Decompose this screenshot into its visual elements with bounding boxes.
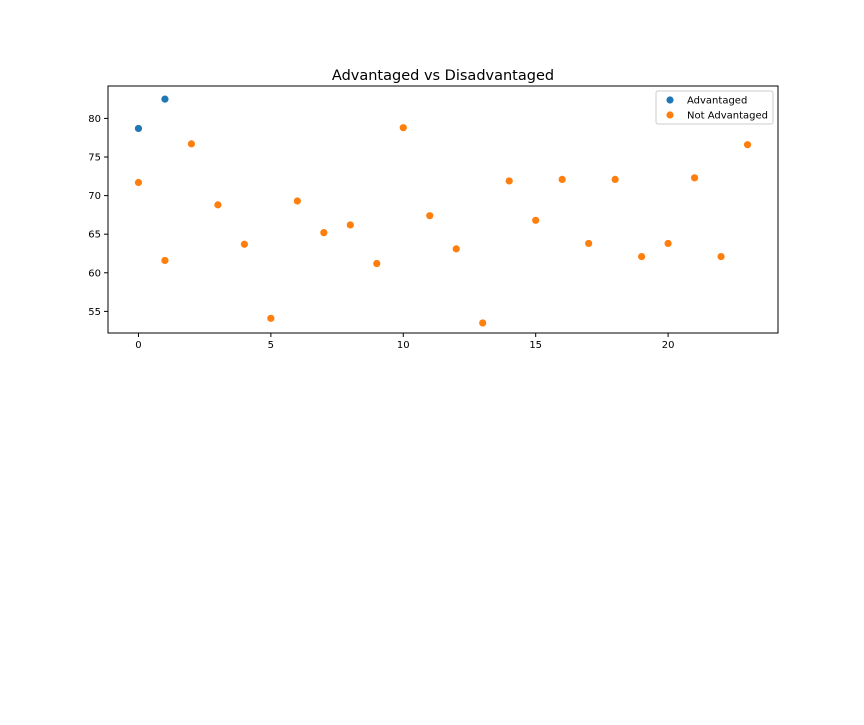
not-advantaged-point bbox=[267, 314, 275, 322]
not-advantaged-point bbox=[373, 259, 381, 268]
not-advantaged-point bbox=[161, 256, 169, 265]
y-tick-label: 75 bbox=[88, 153, 101, 164]
not-advantaged-point bbox=[452, 245, 460, 253]
not-advantaged-point bbox=[743, 141, 752, 149]
not-advantaged-point bbox=[690, 174, 699, 182]
y-tick-label: 55 bbox=[88, 307, 101, 318]
y-tick-label: 60 bbox=[88, 268, 101, 279]
not-advantaged-point bbox=[399, 124, 407, 132]
legend-label-not-advantaged: Not Advantaged bbox=[687, 111, 768, 122]
legend-marker-advantaged bbox=[666, 96, 674, 104]
not-advantaged-point bbox=[532, 216, 540, 224]
x-tick-label: 20 bbox=[662, 340, 675, 351]
advantaged-point bbox=[161, 95, 169, 103]
legend-marker-not-advantaged bbox=[666, 111, 674, 119]
not-advantaged-point bbox=[505, 177, 513, 185]
x-tick-label: 0 bbox=[135, 340, 141, 351]
x-tick-label: 10 bbox=[397, 340, 410, 351]
not-advantaged-point bbox=[214, 201, 222, 209]
not-advantaged-point bbox=[134, 178, 143, 187]
legend: Advantaged Not Advantaged bbox=[655, 90, 774, 125]
not-advantaged-point bbox=[240, 240, 248, 248]
y-tick-label: 65 bbox=[88, 230, 101, 241]
plot-area-frame bbox=[107, 85, 779, 334]
chart-title: Advantaged vs Disadvantaged bbox=[332, 68, 554, 84]
x-tick-label: 5 bbox=[268, 340, 274, 351]
not-advantaged-point bbox=[187, 140, 196, 148]
not-advantaged-point bbox=[479, 319, 487, 327]
not-advantaged-point bbox=[320, 229, 328, 237]
data-points bbox=[134, 95, 752, 327]
y-tick-label: 70 bbox=[88, 191, 101, 202]
not-advantaged-point bbox=[346, 221, 354, 229]
legend-label-advantaged: Advantaged bbox=[687, 96, 747, 107]
not-advantaged-point bbox=[611, 175, 619, 183]
not-advantaged-point bbox=[585, 239, 593, 248]
not-advantaged-point bbox=[293, 197, 301, 205]
not-advantaged-point bbox=[664, 239, 672, 248]
x-tick-label: 15 bbox=[529, 340, 542, 351]
not-advantaged-point bbox=[426, 212, 434, 220]
not-advantaged-point bbox=[638, 252, 646, 261]
not-advantaged-point bbox=[717, 252, 725, 261]
advantaged-point bbox=[134, 124, 143, 133]
axis-ticks: 0 5 10 15 20 55 60 65 70 75 80 bbox=[88, 114, 674, 351]
y-tick-label: 80 bbox=[88, 114, 101, 125]
legend-frame bbox=[655, 90, 774, 125]
not-advantaged-point bbox=[558, 175, 566, 183]
